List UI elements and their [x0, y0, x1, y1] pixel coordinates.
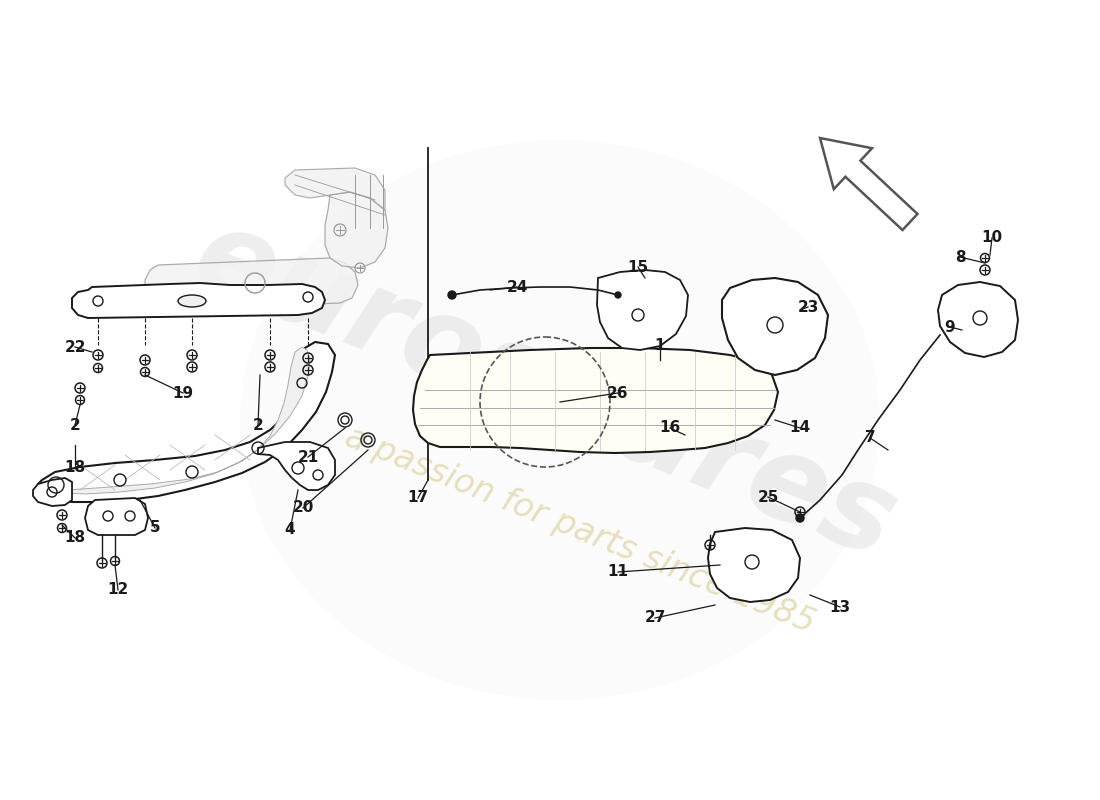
Text: 22: 22: [64, 339, 86, 354]
Text: 18: 18: [65, 530, 86, 546]
Polygon shape: [938, 282, 1018, 357]
Text: 7: 7: [865, 430, 876, 446]
Polygon shape: [39, 342, 336, 502]
Text: 20: 20: [293, 501, 314, 515]
Ellipse shape: [240, 140, 880, 700]
Circle shape: [615, 292, 622, 298]
Polygon shape: [48, 347, 310, 494]
Circle shape: [448, 291, 456, 299]
Text: a passion for parts since 1985: a passion for parts since 1985: [340, 420, 820, 640]
Polygon shape: [145, 258, 358, 310]
Text: 9: 9: [945, 319, 955, 334]
Text: 24: 24: [506, 279, 528, 294]
Text: 15: 15: [627, 259, 649, 274]
Text: 4: 4: [285, 522, 295, 538]
Text: 11: 11: [607, 565, 628, 579]
Text: 23: 23: [798, 299, 818, 314]
Polygon shape: [597, 270, 688, 350]
Text: 2: 2: [253, 418, 263, 433]
Circle shape: [796, 514, 804, 522]
Polygon shape: [72, 283, 324, 318]
Text: 21: 21: [297, 450, 319, 465]
Text: 16: 16: [659, 421, 681, 435]
Text: 5: 5: [150, 521, 161, 535]
Text: 8: 8: [955, 250, 966, 265]
Polygon shape: [33, 478, 72, 506]
Text: 18: 18: [65, 461, 86, 475]
Text: 17: 17: [407, 490, 429, 506]
Text: 19: 19: [173, 386, 194, 401]
Ellipse shape: [178, 295, 206, 307]
Polygon shape: [324, 192, 388, 268]
Polygon shape: [820, 138, 917, 230]
Text: 14: 14: [790, 421, 811, 435]
Text: 12: 12: [108, 582, 129, 598]
Text: eurospares: eurospares: [177, 197, 913, 583]
Polygon shape: [708, 528, 800, 602]
Text: 26: 26: [607, 386, 629, 401]
Text: 1: 1: [654, 338, 666, 353]
Text: 10: 10: [981, 230, 1002, 246]
Polygon shape: [85, 498, 148, 535]
Polygon shape: [285, 168, 385, 210]
Polygon shape: [730, 285, 820, 368]
Polygon shape: [258, 442, 336, 490]
Polygon shape: [722, 278, 828, 375]
Text: 13: 13: [829, 599, 850, 614]
Polygon shape: [412, 348, 778, 453]
Text: 25: 25: [757, 490, 779, 505]
Text: 2: 2: [69, 418, 80, 433]
Text: 27: 27: [645, 610, 665, 626]
